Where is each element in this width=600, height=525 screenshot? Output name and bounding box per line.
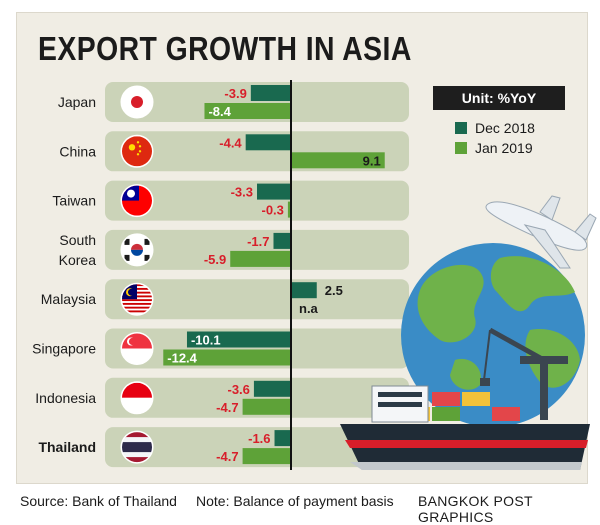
bar-dec-2018-china <box>245 134 291 151</box>
value-label-dec-2018-japan: -3.9 <box>224 86 246 101</box>
category-label-taiwan: Taiwan <box>52 193 96 209</box>
credit-text: BANGKOK POST GRAPHICS <box>418 493 533 525</box>
note-text: Note: Balance of payment basis <box>196 493 394 509</box>
value-label-dec-2018-singapore: -10.1 <box>191 333 221 348</box>
south-korea-flag-icon-art <box>122 234 152 265</box>
bar-jan-2019-singapore <box>163 349 291 366</box>
value-label-jan-2019-taiwan: -0.3 <box>262 203 284 218</box>
bar-dec-2018-malaysia <box>291 282 317 299</box>
bar-jan-2019-indonesia <box>242 398 291 415</box>
china-flag-icon-art <box>122 136 152 167</box>
category-label-malaysia: Malaysia <box>41 291 96 307</box>
row-bg-indonesia <box>105 377 409 418</box>
bar-dec-2018-taiwan <box>257 183 291 200</box>
row-bg-japan <box>105 82 409 122</box>
ship-icon <box>340 385 590 470</box>
legend-label-dec-2018: Dec 2018 <box>475 120 535 136</box>
legend-item-dec-2018: Dec 2018 <box>455 120 535 136</box>
bar-jan-2019-taiwan <box>287 201 291 218</box>
value-label-dec-2018-malaysia: 2.5 <box>325 283 343 298</box>
footer: Source: Bank of Thailand Note: Balance o… <box>0 483 600 525</box>
bar-jan-2019-china <box>291 152 385 169</box>
indonesia-flag-icon-art <box>122 382 152 413</box>
category-label-south-korea: South <box>59 232 96 248</box>
taiwan-flag-icon-art <box>122 185 152 216</box>
value-label-jan-2019-indonesia: -4.7 <box>216 400 238 415</box>
value-label-dec-2018-south-korea: -1.7 <box>247 234 269 249</box>
bar-jan-2019-thailand <box>242 448 291 465</box>
bar-dec-2018-south-korea <box>273 232 291 249</box>
thailand-flag-icon-art <box>122 432 152 463</box>
bar-jan-2019-south-korea <box>230 250 291 267</box>
singapore-flag-icon-art <box>122 333 152 364</box>
globe-icon <box>401 243 585 427</box>
legend-swatch-jan-2019 <box>455 142 467 154</box>
bar-jan-2019-japan <box>204 103 291 119</box>
category-label-south-korea: Korea <box>59 252 97 268</box>
row-bg-thailand <box>105 427 409 468</box>
value-label-dec-2018-indonesia: -3.6 <box>228 382 250 397</box>
category-label-japan: Japan <box>58 94 96 110</box>
row-bg-malaysia <box>105 279 409 320</box>
value-label-jan-2019-south-korea: -5.9 <box>204 252 226 267</box>
legend-label-jan-2019: Jan 2019 <box>475 140 533 156</box>
unit-label: Unit: %YoY <box>433 86 565 110</box>
category-label-thailand: Thailand <box>38 439 96 455</box>
category-label-china: China <box>59 143 96 159</box>
row-bg-taiwan <box>105 180 409 221</box>
value-label-jan-2019-japan: -8.4 <box>208 104 231 119</box>
source-text: Source: Bank of Thailand <box>20 493 177 509</box>
value-label-jan-2019-china: 9.1 <box>363 153 381 168</box>
bar-dec-2018-japan <box>250 85 291 101</box>
japan-flag-icon-art <box>122 87 152 117</box>
legend-swatch-dec-2018 <box>455 122 467 134</box>
value-label-jan-2019-singapore: -12.4 <box>167 351 197 366</box>
value-label-jan-2019-thailand: -4.7 <box>216 449 238 464</box>
bar-dec-2018-singapore <box>186 331 291 348</box>
legend-item-jan-2019: Jan 2019 <box>455 140 533 156</box>
value-label-jan-2019-malaysia: n.a <box>299 301 319 316</box>
value-label-dec-2018-thailand: -1.6 <box>248 431 270 446</box>
value-label-dec-2018-taiwan: -3.3 <box>231 185 253 200</box>
category-label-singapore: Singapore <box>32 341 96 357</box>
category-label-indonesia: Indonesia <box>35 390 96 406</box>
row-bg-south-korea <box>105 229 409 270</box>
value-label-dec-2018-china: -4.4 <box>219 135 242 150</box>
bar-dec-2018-thailand <box>274 430 291 447</box>
bar-dec-2018-indonesia <box>253 380 291 397</box>
crane-icon <box>480 327 568 420</box>
airplane-icon <box>485 195 597 269</box>
chart-title: EXPORT GROWTH IN ASIA <box>38 30 412 67</box>
